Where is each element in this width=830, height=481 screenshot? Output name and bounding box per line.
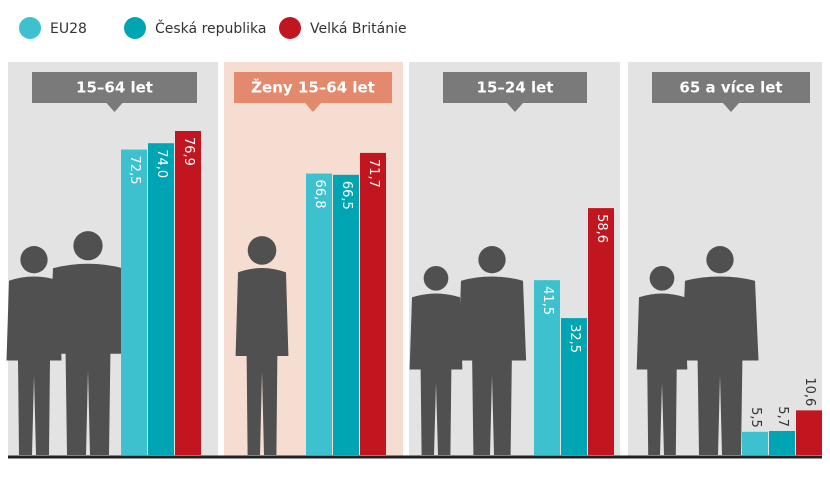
silhouette-head xyxy=(73,231,103,261)
category-label: 65 a více let xyxy=(679,79,782,97)
bar xyxy=(360,152,386,455)
category-label: 15–64 let xyxy=(76,79,153,97)
bar xyxy=(121,149,147,455)
value-label: 74,0 xyxy=(154,149,169,178)
bar xyxy=(561,318,587,455)
value-label: 10,6 xyxy=(802,377,817,406)
bar xyxy=(742,431,768,455)
legend-label: EU28 xyxy=(50,21,87,37)
category-pointer xyxy=(305,103,321,112)
value-label: 32,5 xyxy=(567,324,582,353)
legend-swatch xyxy=(279,17,301,39)
category-box xyxy=(234,72,392,103)
bar xyxy=(148,143,174,456)
silhouette xyxy=(681,246,759,455)
silhouette-head xyxy=(20,246,48,274)
silhouette-body xyxy=(49,263,127,455)
value-label: 76,9 xyxy=(181,137,196,166)
value-label: 66,8 xyxy=(312,180,327,209)
legend-label: Velká Británie xyxy=(310,21,407,37)
silhouette xyxy=(636,265,688,455)
bar xyxy=(306,173,332,456)
category-label: Ženy 15–64 let xyxy=(251,78,375,97)
silhouette-body xyxy=(681,276,759,455)
category-pointer xyxy=(723,103,739,112)
legend-swatch xyxy=(19,17,41,39)
value-label: 66,5 xyxy=(339,181,354,210)
value-label: 5,5 xyxy=(748,407,763,428)
silhouette-head xyxy=(706,246,734,274)
silhouette-body xyxy=(6,276,62,455)
bar xyxy=(588,208,614,455)
silhouette xyxy=(6,246,62,455)
silhouette xyxy=(409,265,463,455)
value-label: 71,7 xyxy=(366,159,381,188)
legend-label: Česká republika xyxy=(155,19,267,37)
silhouette-head xyxy=(423,265,449,291)
bar xyxy=(333,174,359,456)
category-box xyxy=(443,72,587,103)
silhouette xyxy=(457,246,527,455)
category-pointer xyxy=(507,103,523,112)
bar xyxy=(796,410,822,455)
category-label: 15–24 let xyxy=(477,79,554,97)
silhouette-body xyxy=(409,293,463,455)
value-label: 41,5 xyxy=(540,286,555,315)
silhouette-head xyxy=(649,265,675,291)
legend-swatch xyxy=(124,17,146,39)
category-box xyxy=(652,72,810,103)
bar xyxy=(769,430,795,455)
silhouette-body xyxy=(457,276,527,455)
silhouette xyxy=(235,236,289,455)
silhouette xyxy=(49,231,127,455)
bar xyxy=(534,280,560,455)
category-pointer xyxy=(106,103,123,112)
silhouette-body xyxy=(235,268,289,455)
category-box xyxy=(32,72,197,103)
value-label: 72,5 xyxy=(127,156,142,185)
value-label: 58,6 xyxy=(594,214,609,243)
silhouette-head xyxy=(478,246,506,274)
silhouette-head xyxy=(247,236,277,265)
silhouette-body xyxy=(636,293,688,455)
value-label: 5,7 xyxy=(775,406,790,427)
bar xyxy=(175,131,201,455)
